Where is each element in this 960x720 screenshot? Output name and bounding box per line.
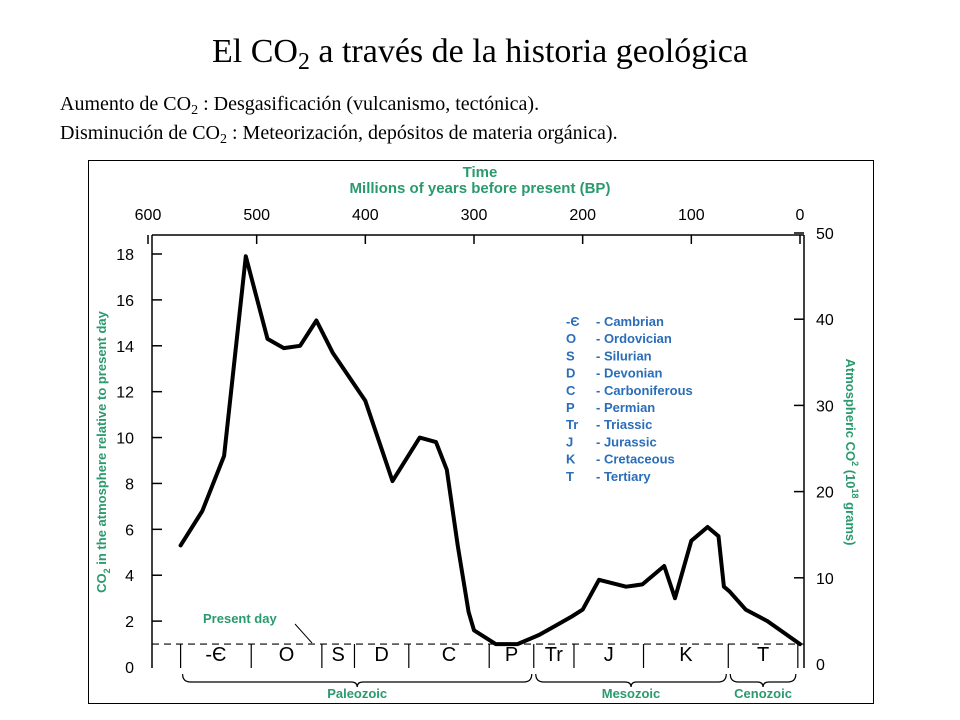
right-tick-label: 10	[816, 571, 834, 588]
legend-name: - Silurian	[596, 348, 652, 363]
left-tick-label: 0	[125, 660, 134, 677]
right-tick-label: 0	[816, 657, 825, 674]
note-decrease-text: Disminución de CO	[60, 122, 220, 144]
period-label: J	[604, 644, 614, 666]
period-label: Tr	[545, 644, 563, 666]
right-tick-label: 20	[816, 485, 834, 502]
legend-name: - Permian	[596, 400, 655, 415]
left-tick-label: 8	[125, 476, 134, 493]
period-legend: -Є - Cambrian O - Ordovician S - Silurian D - D…	[566, 314, 693, 484]
x-tick-label: 200	[569, 207, 596, 224]
legend-code: -Є	[566, 314, 580, 329]
left-tick-label: 12	[116, 385, 134, 402]
co2-series-line	[178, 254, 802, 647]
note-decrease-sub: 2	[220, 132, 227, 148]
x-tick-label: 100	[678, 207, 705, 224]
left-tick-label: 18	[116, 247, 134, 264]
legend-code: Tr	[566, 417, 578, 432]
era-brace	[729, 673, 797, 688]
legend-name: - Devonian	[596, 366, 663, 381]
note-increase-text: Aumento de CO	[60, 93, 192, 115]
top-axis-ticks: 600 500 400 300 200 100 0	[135, 207, 805, 244]
right-tick-label: 30	[816, 398, 834, 415]
note-decrease-rest: : Meteorización, depósitos de materia or…	[227, 122, 618, 144]
x-tick-label: 500	[243, 207, 270, 224]
x-tick-label: 0	[796, 207, 805, 224]
x-tick-label: 300	[461, 207, 488, 224]
co2-chart: Time Millions of years before present (B…	[94, 164, 860, 701]
left-tick-label: 2	[125, 614, 134, 631]
right-tick-label: 40	[816, 312, 834, 329]
right-tick-label: 50	[816, 226, 834, 243]
legend-code: C	[566, 383, 576, 398]
top-axis-title: Time	[463, 164, 498, 181]
legend-name: - Cambrian	[596, 314, 664, 329]
legend-code: S	[566, 348, 575, 363]
note-increase-rest: : Desgasificación (vulcanismo, tectónica…	[198, 93, 540, 115]
period-label: S	[331, 644, 344, 666]
slide-notes: Aumento de CO2 : Desgasificación (vulcan…	[60, 90, 618, 148]
legend-code: O	[566, 331, 576, 346]
era-label: Cenozoic	[734, 686, 792, 701]
legend-code: J	[566, 434, 573, 449]
era-brace	[182, 673, 533, 688]
era-brace	[535, 673, 727, 688]
slide-title: El CO2 a través de la historia geológica	[0, 30, 960, 74]
legend-name: - Triassic	[596, 417, 652, 432]
note-decrease: Disminución de CO2 : Meteorización, depó…	[60, 119, 618, 148]
era-label: Paleozoic	[327, 686, 387, 701]
legend-name: - Ordovician	[596, 331, 672, 346]
period-label: T	[757, 644, 769, 666]
note-increase: Aumento de CO2 : Desgasificación (vulcan…	[60, 90, 618, 119]
right-axis-ticks: 0 10 20 30 40 50	[794, 226, 834, 674]
period-label: P	[505, 644, 518, 666]
title-rest: a través de la historia geológica	[309, 33, 748, 70]
period-label: D	[374, 644, 388, 666]
period-bands: -Є O S D C P Tr J K T	[179, 644, 799, 668]
legend-name: - Jurassic	[596, 434, 657, 449]
x-tick-label: 400	[352, 207, 379, 224]
left-axis-label: CO2 in the atmosphere relative to presen…	[94, 310, 112, 592]
x-tick-label: 600	[135, 207, 162, 224]
legend-name: - Carboniferous	[596, 383, 693, 398]
legend-name: - Cretaceous	[596, 452, 675, 467]
legend-code: T	[566, 469, 574, 484]
right-axis-label: Atmospheric CO2 (1018 grams)	[843, 359, 860, 546]
left-tick-label: 4	[125, 568, 134, 585]
legend-code: K	[566, 452, 576, 467]
left-tick-label: 10	[116, 431, 134, 448]
left-tick-label: 16	[116, 293, 134, 310]
period-label: K	[679, 644, 693, 666]
present-day-label: Present day	[203, 611, 277, 626]
legend-code: P	[566, 400, 575, 415]
present-day-pointer	[294, 623, 313, 644]
era-label: Mesozoic	[602, 686, 661, 701]
era-braces: Paleozoic Mesozoic Cenozoic	[182, 673, 797, 701]
top-axis-subtitle: Millions of years before present (BP)	[350, 180, 611, 197]
left-axis-ticks: 0 2 4 6 8 10 12 14 16 18	[116, 247, 162, 677]
period-label: -Є	[205, 644, 226, 666]
chart-frame	[88, 160, 874, 704]
period-label: C	[442, 644, 456, 666]
left-tick-label: 6	[125, 522, 134, 539]
note-increase-sub: 2	[191, 103, 199, 119]
legend-name: - Tertiary	[596, 469, 651, 484]
title-subscript: 2	[297, 49, 310, 76]
legend-code: D	[566, 366, 575, 381]
left-tick-label: 14	[116, 339, 134, 356]
title-main: El CO	[212, 33, 298, 70]
period-label: O	[279, 644, 295, 666]
